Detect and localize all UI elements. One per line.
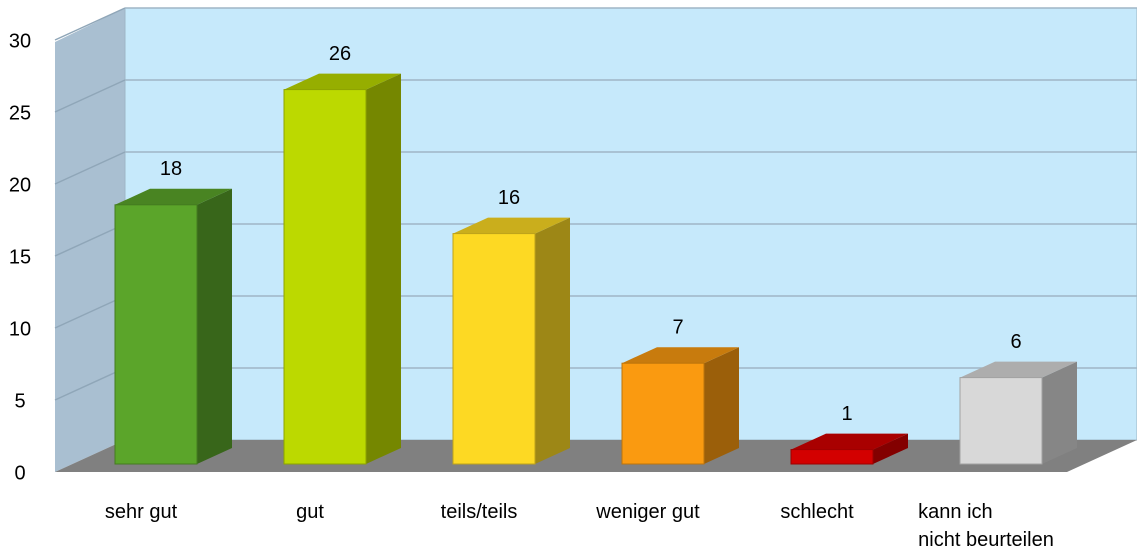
value-label: 1: [841, 403, 852, 425]
y-tick-label: 20: [9, 174, 31, 196]
bar-side: [197, 188, 232, 465]
y-tick-label: 15: [9, 246, 31, 268]
y-tick-label: 25: [9, 102, 31, 124]
bar-top: [622, 347, 739, 364]
y-tick-label: 10: [9, 318, 31, 340]
bar: [959, 377, 1043, 465]
grid-line: [54, 151, 126, 185]
x-tick-label: kann ich nicht beurteilen: [918, 501, 1054, 551]
grid-line: [54, 7, 126, 41]
x-tick-label: gut: [296, 501, 324, 523]
bar: [621, 362, 705, 465]
bar-top: [284, 73, 401, 90]
bar-side: [704, 347, 739, 464]
y-tick-label: 30: [9, 30, 31, 52]
bar: [283, 89, 367, 465]
value-label: 26: [329, 43, 351, 65]
y-tick-label: 5: [14, 390, 25, 412]
grid-line: [54, 295, 126, 329]
bar: [452, 233, 536, 465]
grid-line: [54, 223, 126, 257]
value-label: 6: [1010, 331, 1021, 353]
x-tick-label: sehr gut: [104, 501, 178, 523]
bar-top: [453, 217, 570, 234]
bar: [114, 204, 198, 465]
bar-side: [873, 433, 908, 464]
bar-top: [960, 361, 1077, 378]
value-label: 18: [160, 158, 182, 180]
value-label: 7: [672, 316, 683, 338]
bar: [790, 449, 874, 465]
x-tick-label: schlecht: [780, 501, 854, 523]
grid-line: [54, 79, 126, 113]
x-tick-label: weniger gut: [596, 501, 700, 523]
bar-side: [1042, 361, 1077, 464]
bar-side: [366, 73, 401, 464]
bar-side: [535, 217, 570, 464]
y-tick-label: 0: [14, 462, 25, 484]
grid-line: [54, 367, 126, 401]
value-label: 16: [498, 187, 520, 209]
bar-top: [791, 433, 908, 450]
bar-top: [115, 188, 232, 205]
x-tick-label: teils/teils: [440, 501, 518, 523]
